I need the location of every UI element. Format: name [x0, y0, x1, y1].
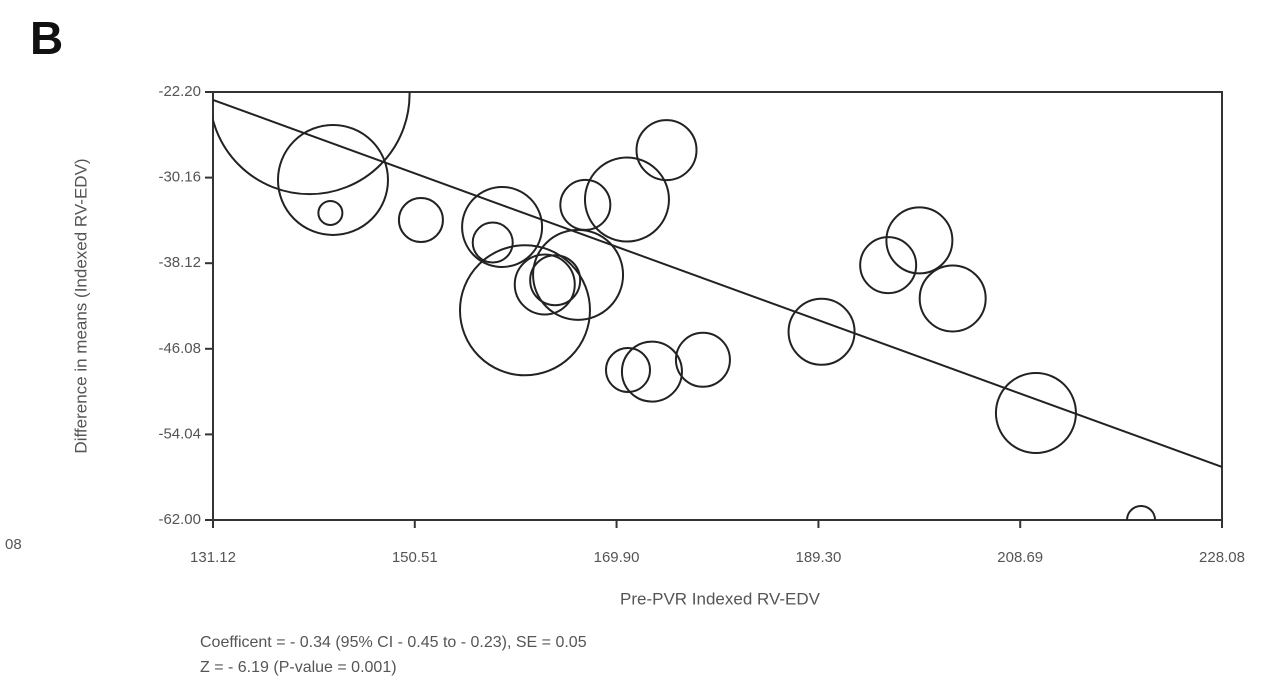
bubble: [635, 119, 698, 182]
panel-label: B: [30, 12, 63, 64]
y-tick-label: -46.08: [158, 340, 201, 357]
y-axis-label: Difference in means (Indexed RV-EDV): [71, 158, 90, 453]
bubble: [461, 185, 544, 268]
x-axis-label: Pre-PVR Indexed RV-EDV: [620, 589, 821, 608]
bubble: [471, 221, 514, 264]
regression-line: [213, 99, 1222, 468]
bubble: [397, 196, 444, 243]
bubble: [1126, 505, 1157, 520]
bubble: [276, 123, 389, 236]
bubble: [213, 92, 411, 196]
y-tick-label: -62.00: [158, 511, 201, 528]
bubble: [859, 236, 918, 295]
x-tick-label: 208.69: [997, 549, 1043, 566]
y-tick-label: -22.20: [158, 83, 201, 100]
bubble: [529, 254, 582, 307]
bubble: [994, 372, 1077, 454]
plot-area: [213, 92, 1222, 520]
annotation: Z = - 6.19 (P-value = 0.001): [200, 659, 397, 676]
bubble: [605, 346, 652, 393]
bubble: [674, 331, 731, 388]
bubble: [559, 178, 612, 231]
x-tick-label: 189.30: [795, 549, 841, 566]
bubble: [458, 244, 591, 377]
edge-text: 08: [5, 536, 22, 553]
bubble: [918, 264, 987, 333]
annotation: Coefficent = - 0.34 (95% CI - 0.45 to - …: [200, 634, 587, 651]
x-tick-label: 131.12: [190, 549, 236, 566]
y-tick-label: -30.16: [158, 169, 201, 186]
x-tick-label: 169.90: [594, 549, 640, 566]
bubble: [787, 297, 856, 366]
x-tick-label: 228.08: [1199, 549, 1245, 566]
y-tick-label: -38.12: [158, 254, 201, 271]
bubble: [885, 206, 954, 275]
y-tick-label: -54.04: [158, 425, 201, 442]
bubble: [583, 156, 670, 243]
plot-frame: [212, 91, 1223, 521]
bubble: [620, 340, 683, 403]
bubble: [513, 253, 576, 316]
x-tick-label: 150.51: [392, 549, 438, 566]
bubble: [317, 199, 344, 226]
